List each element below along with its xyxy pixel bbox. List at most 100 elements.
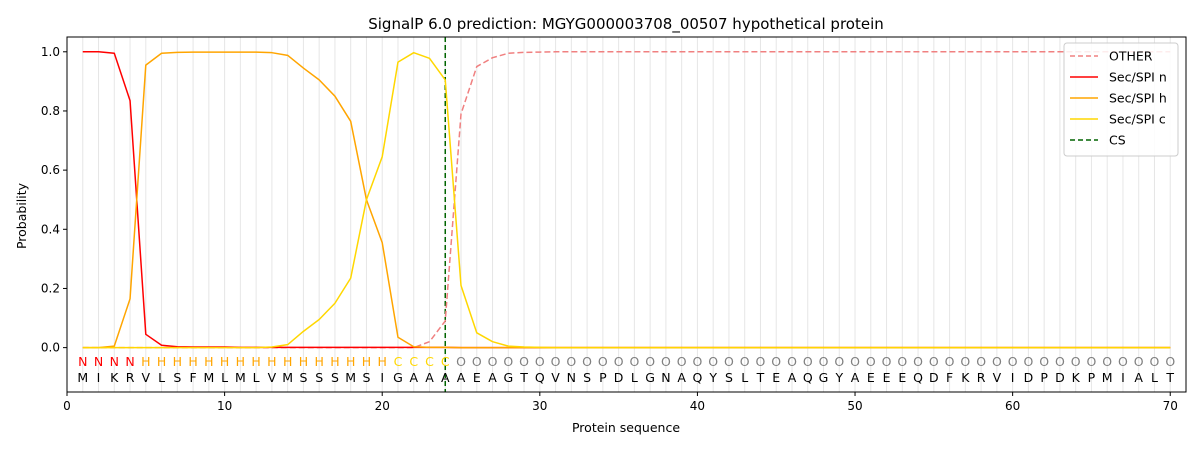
y-tick-label: 0.4 xyxy=(41,222,60,236)
region-label: O xyxy=(819,354,829,369)
region-label: H xyxy=(362,354,371,369)
residue-label: L xyxy=(631,370,638,385)
region-label: O xyxy=(535,354,545,369)
legend-label: Sec/SPI h xyxy=(1109,91,1167,106)
residue-label: E xyxy=(898,370,906,385)
region-label: H xyxy=(267,354,276,369)
residue-label: Q xyxy=(693,370,703,385)
residue-label: G xyxy=(393,370,403,385)
region-label: O xyxy=(929,354,939,369)
sequence-annotation: NMNINKNRHVHLHSHFHMHLHMHLHVHMHSHSHSHMHSHI… xyxy=(77,354,1175,385)
residue-label: V xyxy=(142,370,151,385)
residue-label: Y xyxy=(834,370,843,385)
residue-label: P xyxy=(1040,370,1048,385)
region-label: O xyxy=(503,354,513,369)
residue-label: F xyxy=(189,370,196,385)
region-label: N xyxy=(125,354,134,369)
region-label: O xyxy=(472,354,482,369)
residue-label: A xyxy=(1134,370,1143,385)
x-tick-label: 0 xyxy=(63,399,71,413)
region-label: O xyxy=(992,354,1002,369)
x-tick-label: 30 xyxy=(532,399,547,413)
region-label: H xyxy=(314,354,323,369)
residue-label: V xyxy=(993,370,1002,385)
region-label: H xyxy=(173,354,182,369)
residue-label: M xyxy=(77,370,88,385)
residue-label: D xyxy=(614,370,624,385)
residue-label: T xyxy=(756,370,765,385)
residue-label: S xyxy=(725,370,733,385)
region-label: O xyxy=(834,354,844,369)
series-line-3 xyxy=(82,51,1171,349)
residue-label: I xyxy=(97,370,101,385)
residue-label: M xyxy=(345,370,356,385)
residue-label: I xyxy=(1011,370,1015,385)
residue-label: M xyxy=(203,370,214,385)
residue-label: D xyxy=(1055,370,1065,385)
y-axis-label: Probability xyxy=(14,182,29,249)
region-label: O xyxy=(693,354,703,369)
residue-label: Q xyxy=(535,370,545,385)
y-axis-ticks: 0.0 0.2 0.4 0.6 0.8 1.0 xyxy=(41,45,67,355)
region-label: O xyxy=(945,354,955,369)
region-label: O xyxy=(598,354,608,369)
region-label: H xyxy=(204,354,213,369)
region-label: O xyxy=(1165,354,1175,369)
region-label: O xyxy=(1134,354,1144,369)
residue-label: D xyxy=(1024,370,1034,385)
x-tick-label: 20 xyxy=(375,399,390,413)
residue-label: A xyxy=(441,370,450,385)
residue-label: K xyxy=(1072,370,1081,385)
region-label: H xyxy=(141,354,150,369)
region-label: H xyxy=(157,354,166,369)
residue-label: A xyxy=(851,370,860,385)
legend-label: OTHER xyxy=(1109,49,1153,64)
residue-label: P xyxy=(599,370,607,385)
residue-label: E xyxy=(473,370,481,385)
residue-label: A xyxy=(488,370,497,385)
y-tick-label: 1.0 xyxy=(41,45,60,59)
residue-label: K xyxy=(961,370,970,385)
residue-label: E xyxy=(883,370,891,385)
region-label: O xyxy=(645,354,655,369)
x-axis-ticks: 0 10 20 30 40 50 60 70 xyxy=(63,392,1178,413)
region-label: O xyxy=(1071,354,1081,369)
region-label: H xyxy=(220,354,229,369)
region-label: C xyxy=(409,354,418,369)
grid-lines xyxy=(82,37,1171,392)
region-label: O xyxy=(803,354,813,369)
residue-label: D xyxy=(929,370,939,385)
x-axis-label: Protein sequence xyxy=(572,420,680,435)
region-label: N xyxy=(78,354,87,369)
region-label: O xyxy=(756,354,766,369)
region-label: C xyxy=(394,354,403,369)
residue-label: A xyxy=(409,370,418,385)
x-tick-label: 50 xyxy=(847,399,862,413)
region-label: O xyxy=(1102,354,1112,369)
region-label: O xyxy=(976,354,986,369)
region-label: O xyxy=(708,354,718,369)
residue-label: S xyxy=(299,370,307,385)
x-tick-label: 10 xyxy=(217,399,232,413)
region-label: H xyxy=(188,354,197,369)
region-label: C xyxy=(441,354,450,369)
residue-label: N xyxy=(567,370,576,385)
residue-label: A xyxy=(677,370,686,385)
residue-label: Q xyxy=(803,370,813,385)
region-label: O xyxy=(771,354,781,369)
residue-label: E xyxy=(772,370,780,385)
residue-label: E xyxy=(867,370,875,385)
x-tick-label: 60 xyxy=(1005,399,1020,413)
chart-title: SignalP 6.0 prediction: MGYG000003708_00… xyxy=(368,15,884,34)
region-label: O xyxy=(582,354,592,369)
region-label: H xyxy=(251,354,260,369)
region-label: O xyxy=(882,354,892,369)
region-label: O xyxy=(488,354,498,369)
region-label: O xyxy=(787,354,797,369)
region-label: O xyxy=(1087,354,1097,369)
region-label: O xyxy=(1023,354,1033,369)
region-label: O xyxy=(740,354,750,369)
residue-label: A xyxy=(425,370,434,385)
region-label: O xyxy=(551,354,561,369)
residue-label: Y xyxy=(708,370,717,385)
